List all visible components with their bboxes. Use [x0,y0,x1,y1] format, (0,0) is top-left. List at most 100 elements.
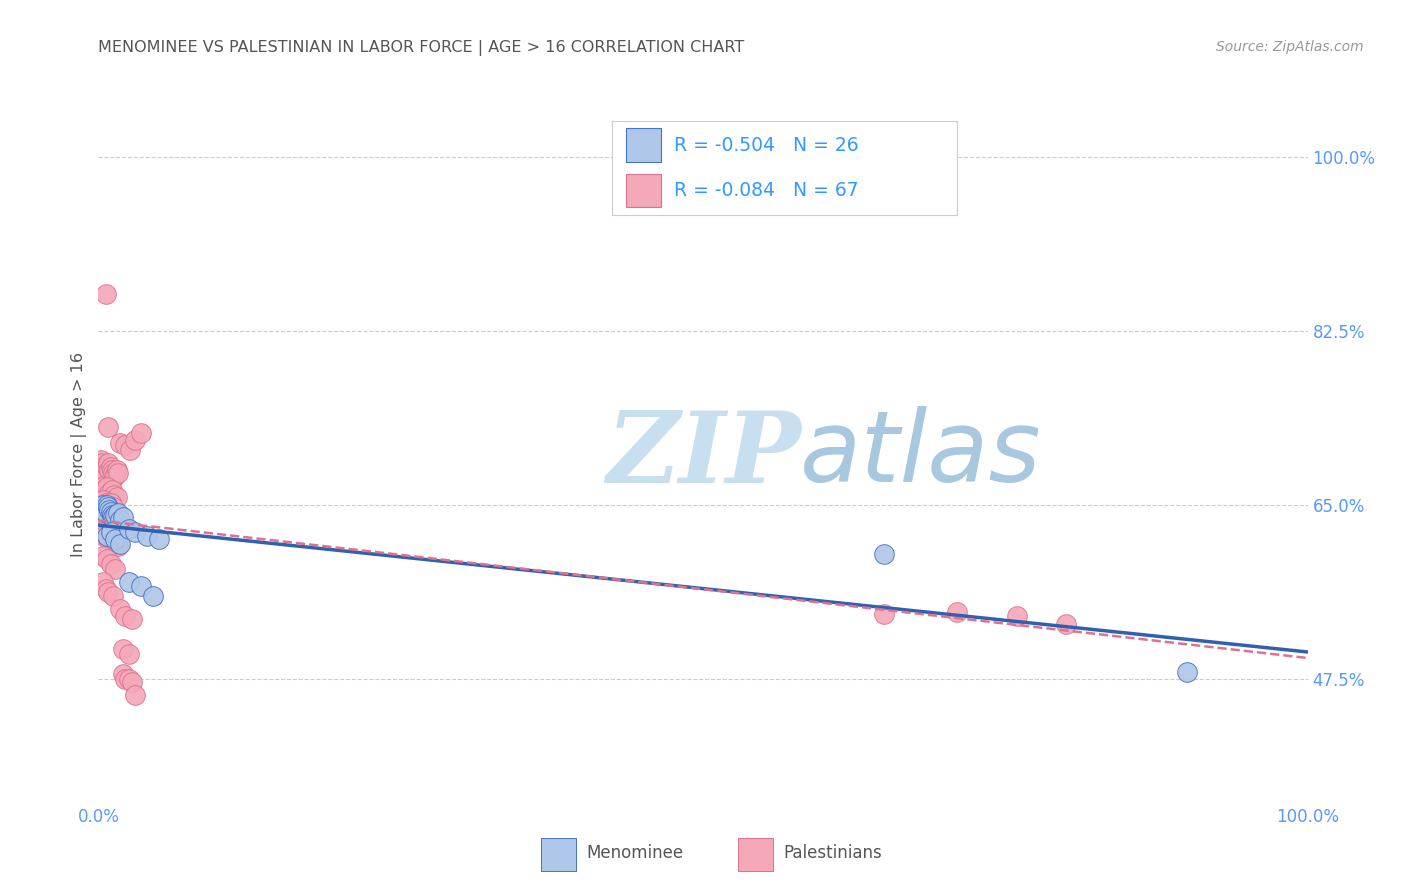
Point [103,470,125,484]
Y-axis label: In Labor Force | Age > 16: In Labor Force | Age > 16 [72,352,87,558]
Point [94,582,117,596]
Point [1007,609,1029,624]
Point [91,480,114,494]
Point [91,549,114,564]
Point [873,547,896,561]
Point [104,533,127,547]
Point [118,647,141,661]
Point [114,438,136,452]
Point [946,605,969,619]
Point [129,579,152,593]
Point [101,509,124,524]
Point [90,453,112,467]
Point [100,495,122,509]
Point [103,535,125,549]
Point [101,500,124,514]
Point [98,502,121,516]
Point [100,508,122,522]
Point [118,575,141,590]
Point [91,525,114,540]
Point [111,509,134,524]
Point [105,490,128,504]
Point [96,552,118,566]
Point [129,425,152,440]
Point [91,500,114,514]
Point [96,512,118,526]
Point [111,641,134,656]
Point [91,498,114,512]
Point [104,508,127,522]
Point [91,459,114,474]
Point [1175,665,1198,679]
Point [91,456,114,470]
Point [118,523,141,537]
Point [108,602,131,616]
Point [121,612,143,626]
Point [98,485,121,500]
Point [1054,616,1077,631]
Point [93,502,115,516]
Point [107,540,129,554]
Point [108,512,131,526]
Text: MENOMINEE VS PALESTINIAN IN LABOR FORCE | AGE > 16 CORRELATION CHART: MENOMINEE VS PALESTINIAN IN LABOR FORCE … [98,40,745,56]
Point [96,498,118,512]
Point [97,500,120,514]
Point [100,505,122,519]
Point [103,512,125,526]
Point [124,525,146,540]
Point [98,509,121,524]
Text: Palestinians: Palestinians [783,844,882,862]
Point [148,533,170,547]
Point [94,506,117,520]
Point [103,488,125,502]
Text: R = -0.504   N = 26: R = -0.504 N = 26 [675,136,859,155]
Point [104,562,127,576]
Point [97,420,120,434]
Bar [626,174,661,207]
Point [96,480,118,494]
Point [100,558,122,572]
Point [98,463,121,477]
Point [111,666,134,681]
Point [118,672,141,686]
Point [94,286,117,301]
Text: Menominee: Menominee [586,844,683,862]
Point [108,436,131,450]
Point [100,516,122,530]
Bar [626,128,661,162]
Point [96,459,118,474]
Text: Source: ZipAtlas.com: Source: ZipAtlas.com [1216,40,1364,54]
Point [105,463,128,477]
Point [104,467,127,482]
Point [96,529,118,543]
Point [97,533,120,547]
Point [97,456,120,470]
Point [101,466,124,480]
Point [124,433,146,447]
Point [114,609,136,624]
Point [873,607,896,621]
Point [121,674,143,689]
Point [142,589,165,603]
Point [118,442,141,457]
Text: R = -0.084   N = 67: R = -0.084 N = 67 [675,181,859,200]
Point [114,672,136,686]
Point [93,529,115,543]
Point [100,483,122,497]
Point [108,537,131,551]
Point [100,529,122,543]
Point [93,509,115,524]
Text: atlas: atlas [800,407,1042,503]
Point [103,512,125,526]
Point [135,529,157,543]
Point [101,589,124,603]
Point [93,463,115,477]
Point [105,517,128,532]
Point [91,492,114,507]
Point [100,459,122,474]
Text: ZIP: ZIP [606,407,801,503]
Point [107,466,129,480]
Point [124,689,146,703]
Point [100,525,122,540]
Point [100,463,122,477]
